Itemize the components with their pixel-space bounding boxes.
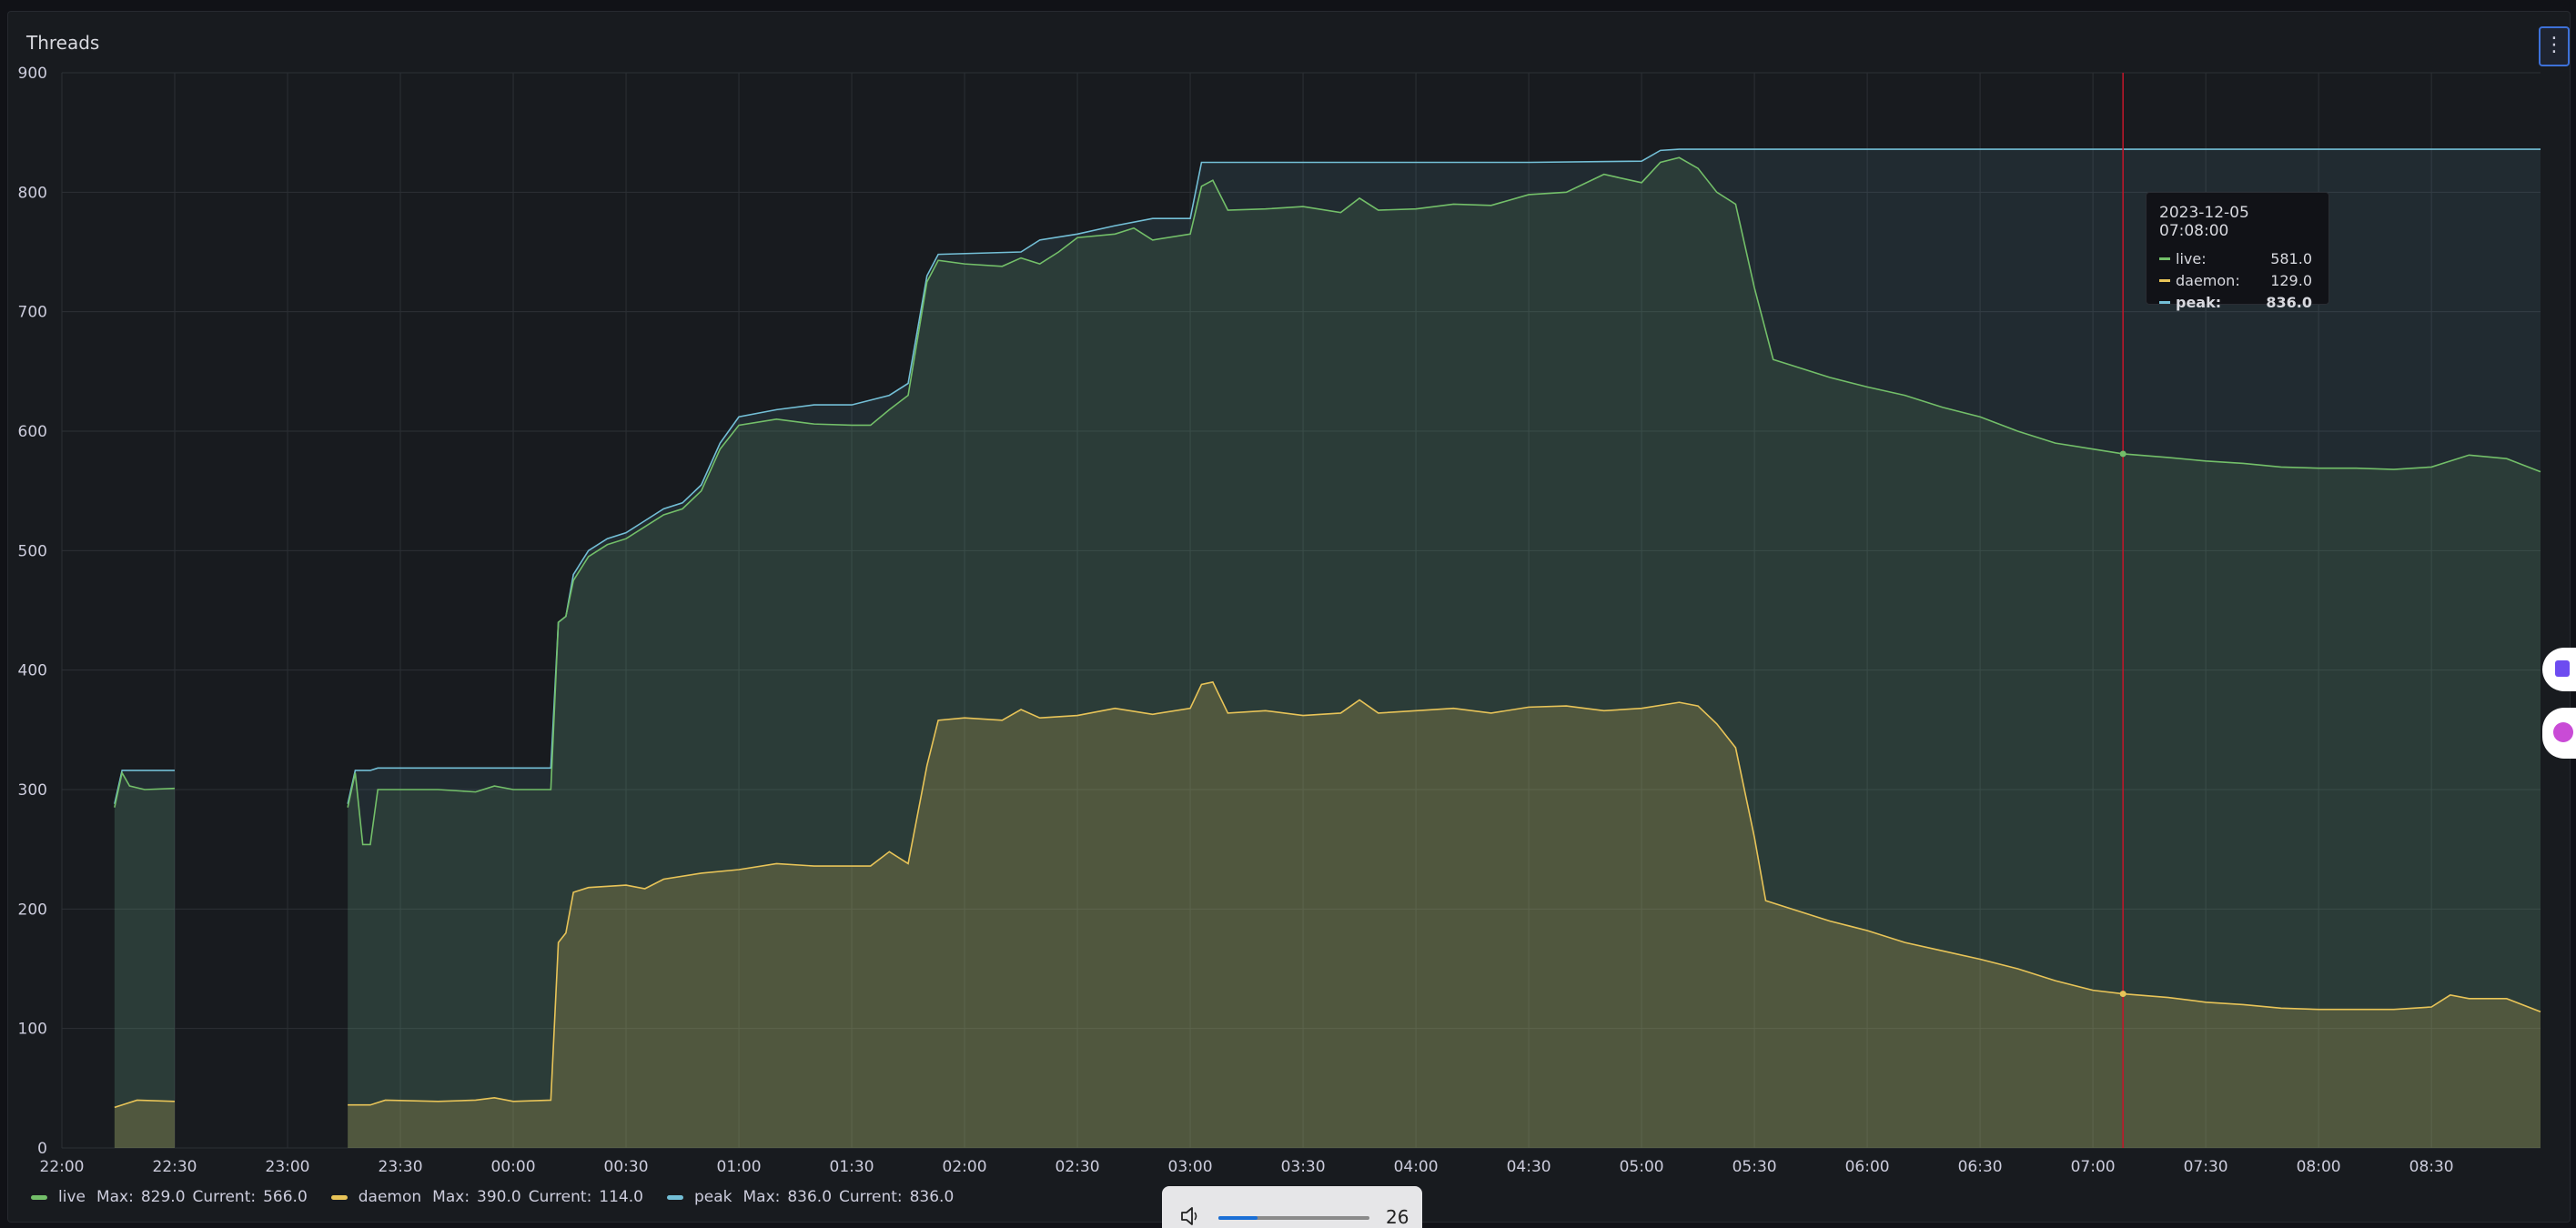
x-tick-label: 02:00: [943, 1158, 987, 1176]
tooltip-swatch: [2159, 300, 2170, 304]
y-tick-label: 300: [18, 781, 47, 800]
extension-icon: [2555, 660, 2570, 677]
legend-item-live[interactable]: live Max: 829.0 Current: 566.0: [31, 1188, 308, 1206]
x-tick-label: 07:30: [2184, 1158, 2228, 1176]
series-area-live: [114, 772, 176, 1148]
x-tick-label: 06:30: [1958, 1158, 2003, 1176]
legend-swatch: [666, 1194, 683, 1200]
legend-item-peak[interactable]: peak Max: 836.0 Current: 836.0: [666, 1188, 954, 1206]
y-tick-label: 400: [18, 662, 47, 680]
x-tick-label: 04:30: [1507, 1158, 1551, 1176]
x-tick-label: 05:30: [1732, 1158, 1777, 1176]
x-tick-label: 23:30: [379, 1158, 423, 1176]
x-tick-label: 00:30: [604, 1158, 649, 1176]
x-tick-label: 05:00: [1620, 1158, 1664, 1176]
side-widget-top[interactable]: [2542, 648, 2576, 691]
tooltip-time: 2023-12-05 07:08:00: [2159, 204, 2249, 240]
x-tick-label: 08:30: [2409, 1158, 2454, 1176]
x-tick-label: 23:00: [266, 1158, 310, 1176]
y-tick-label: 600: [18, 423, 47, 441]
y-tick-label: 100: [18, 1021, 47, 1039]
tooltip-row-peak: peak: 836.0: [2159, 291, 2316, 313]
x-tick-label: 03:30: [1281, 1158, 1326, 1176]
speaker-icon: [1181, 1207, 1197, 1225]
tooltip-swatch: [2159, 257, 2170, 260]
chart-legend: live Max: 829.0 Current: 566.0 daemon Max:…: [31, 1188, 954, 1206]
panel-title: Threads: [26, 32, 100, 54]
y-tick-label: 800: [18, 184, 47, 202]
series-line-live: [114, 770, 176, 808]
side-widget-bottom[interactable]: [2542, 708, 2576, 759]
volume-slider[interactable]: [1218, 1216, 1369, 1220]
x-tick-label: 01:30: [830, 1158, 874, 1176]
x-tick-label: 00:00: [491, 1158, 536, 1176]
y-tick-label: 900: [18, 65, 47, 83]
series-line-live: [347, 156, 2541, 846]
crosshair-point-daemon: [2119, 991, 2126, 998]
y-tick-label: 700: [18, 304, 47, 322]
assistant-icon: [2553, 722, 2573, 742]
x-tick-label: 01:00: [717, 1158, 762, 1176]
x-tick-label: 08:00: [2297, 1158, 2341, 1176]
y-tick-label: 0: [37, 1140, 47, 1158]
legend-swatch: [31, 1194, 47, 1200]
volume-value: 26: [1386, 1206, 1409, 1228]
y-tick-label: 200: [18, 901, 47, 919]
x-tick-label: 02:30: [1056, 1158, 1100, 1176]
legend-item-daemon[interactable]: daemon Max: 390.0 Current: 114.0: [330, 1188, 643, 1206]
crosshair-point-live: [2119, 450, 2126, 458]
x-tick-label: 07:00: [2071, 1158, 2116, 1176]
tooltip-row-daemon: daemon: 129.0: [2159, 269, 2316, 291]
y-tick-label: 500: [18, 542, 47, 560]
threads-panel: Threads ⋮: [7, 11, 2571, 1223]
x-tick-label: 03:00: [1168, 1158, 1213, 1176]
tooltip-swatch: [2159, 278, 2170, 282]
series-line-daemon: [114, 1099, 176, 1109]
series-line-daemon: [348, 680, 2541, 1106]
x-tick-label: 22:30: [153, 1158, 197, 1176]
series-area-daemon: [348, 681, 2541, 1148]
x-tick-label: 04:00: [1394, 1158, 1439, 1176]
volume-overlay[interactable]: 26: [1162, 1186, 1422, 1228]
series-area-peak: [114, 770, 176, 1148]
x-tick-label: 06:00: [1845, 1158, 1890, 1176]
series-line-peak: [347, 148, 2541, 804]
legend-swatch: [330, 1194, 348, 1200]
tooltip: 2023-12-05 07:08:00 live: 581.0 daemon: …: [2146, 192, 2329, 311]
series-area-peak: [348, 149, 2541, 1148]
volume-fill: [1218, 1216, 1258, 1220]
more-vertical-icon: ⋮: [2544, 34, 2564, 56]
tooltip-row-live: live: 581.0: [2159, 247, 2316, 269]
panel-menu-button[interactable]: ⋮: [2539, 26, 2570, 66]
x-tick-label: 22:00: [40, 1158, 85, 1176]
series-area-daemon: [114, 1100, 176, 1148]
